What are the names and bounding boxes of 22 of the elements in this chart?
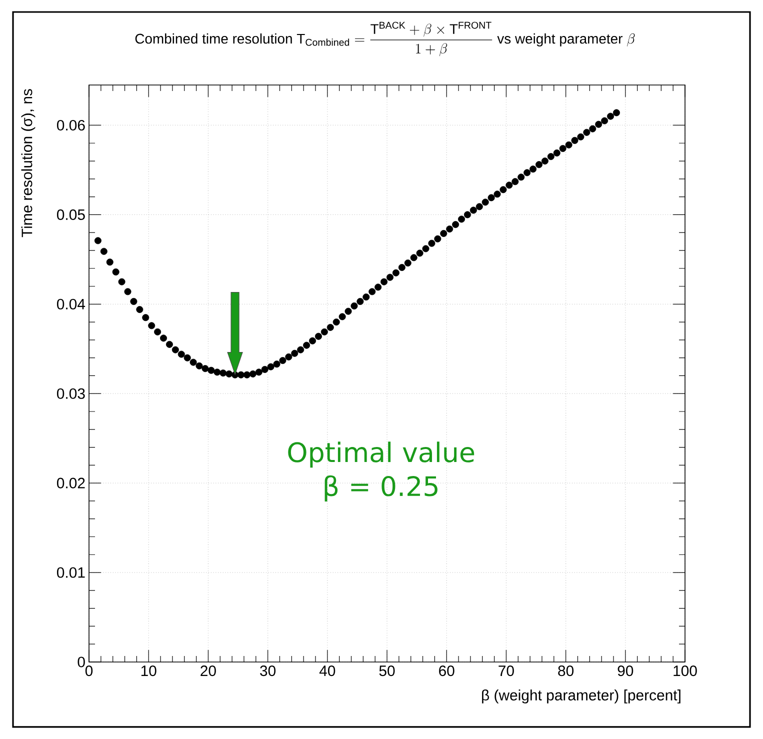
x-tick-label: 60 — [439, 666, 454, 676]
y-tick-label: 0.05 — [56, 209, 85, 220]
y-axis-title: Time resolution (σ), ns — [21, 89, 36, 238]
x-tick-label: 90 — [618, 666, 634, 676]
annotation: Optimal value β = 0.25 — [288, 442, 474, 502]
x-tick-label: 50 — [379, 666, 395, 676]
x-tick-label: 30 — [260, 666, 276, 676]
y-tick-label: 0.02 — [56, 478, 85, 488]
x-tick-label: 10 — [141, 666, 156, 676]
x-tick-label: 40 — [319, 666, 336, 676]
x-tick-label: 80 — [558, 666, 574, 676]
x-tick-label: 100 — [674, 666, 697, 676]
x-tick-label: 70 — [498, 666, 514, 676]
y-tick-label: 0 — [78, 656, 85, 668]
y-tick-label: 0.03 — [56, 388, 85, 399]
chart-title: $\text{Combined time resolution }\mathrm{T}_{\text{Combined}} = \dfrac{\mathrm{T}^{\text{BACK}} + \beta \times \mathrm{T}^{\text{FRONT}}}{1 + \beta}\text{ vs weight parameter }\beta$ — [135, 22, 635, 56]
y-tick-label: 0.01 — [56, 567, 85, 578]
y-tick-label: 0.04 — [56, 298, 86, 310]
x-tick-label: 20 — [200, 666, 216, 676]
x-axis-title: β (weight parameter) [percent] — [482, 690, 680, 704]
y-tick-label: 0.06 — [56, 120, 85, 131]
x-tick-label: 0 — [85, 666, 93, 676]
